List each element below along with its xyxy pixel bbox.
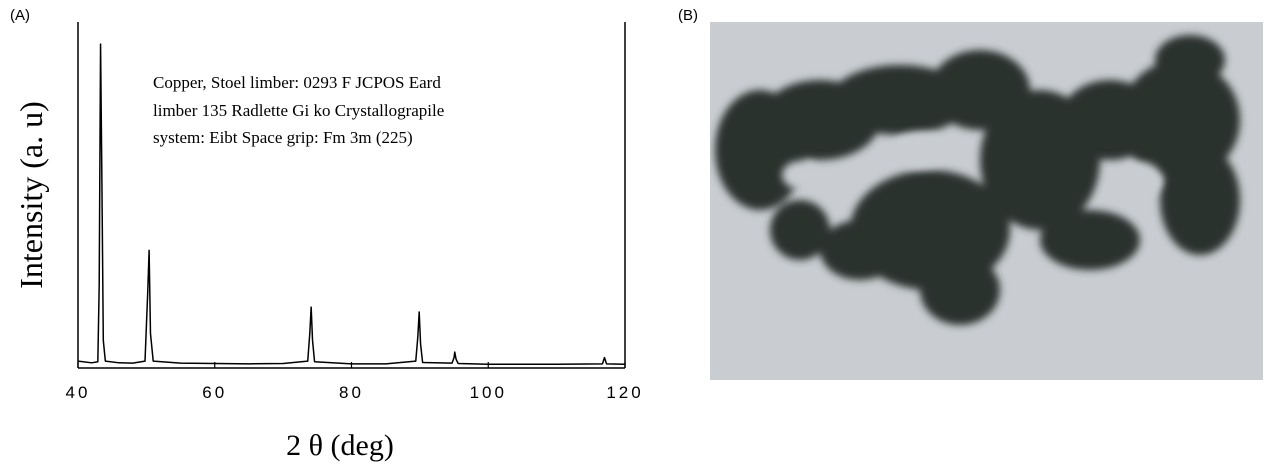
x-tick-label: 60 bbox=[202, 383, 227, 402]
panel-label: (A) bbox=[10, 7, 30, 24]
x-tick-label: 120 bbox=[606, 383, 643, 402]
xrd-line bbox=[77, 43, 626, 365]
annotation: system: Eibt Space grip: Fm 3m (225) bbox=[153, 128, 413, 147]
y-axis-label: Intensity (a. u) bbox=[13, 101, 49, 289]
x-tick-label: 100 bbox=[470, 383, 507, 402]
panel-label: (B) bbox=[678, 7, 698, 24]
x-tick-label: 40 bbox=[66, 383, 91, 402]
annotation: limber 135 Radlette Gi ko Crystallograpi… bbox=[153, 101, 444, 120]
annotation: Copper, Stoel limber: 0293 F JCPOS Eard bbox=[153, 73, 441, 92]
x-tick-label: 80 bbox=[339, 383, 364, 402]
x-axis-label: 2 θ (deg) bbox=[286, 429, 394, 462]
micrograph bbox=[710, 22, 1263, 380]
